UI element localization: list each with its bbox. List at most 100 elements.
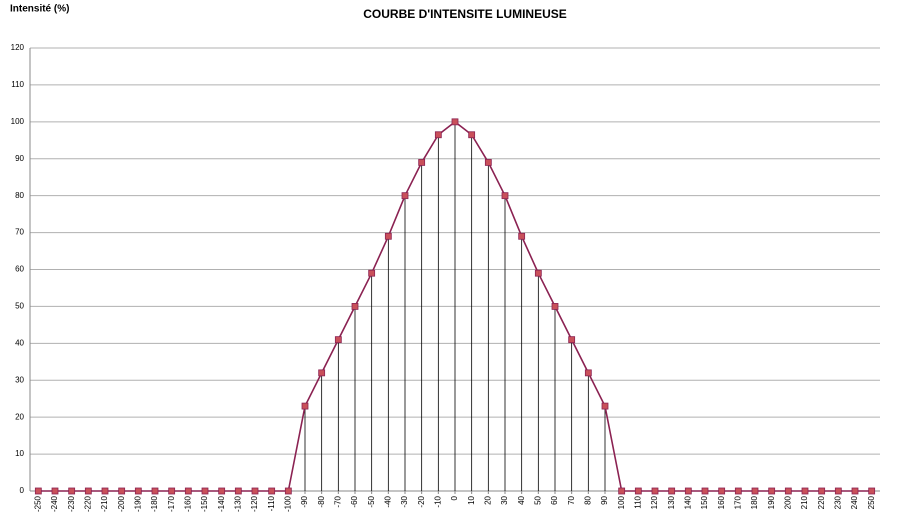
marker bbox=[418, 159, 426, 166]
marker bbox=[451, 118, 459, 126]
x-tick-label: 100 bbox=[617, 495, 626, 509]
x-tick-label: 250 bbox=[867, 495, 876, 509]
marker bbox=[51, 487, 59, 495]
x-tick-label: -40 bbox=[383, 495, 392, 507]
marker bbox=[551, 303, 559, 310]
marker bbox=[301, 402, 309, 410]
y-tick-label: 80 bbox=[15, 191, 24, 200]
marker bbox=[784, 487, 792, 495]
x-tick-label: 90 bbox=[600, 495, 609, 504]
x-tick-label: -170 bbox=[167, 495, 176, 512]
x-tick-label: -160 bbox=[183, 495, 192, 512]
marker bbox=[251, 487, 259, 495]
x-tick-label: -100 bbox=[283, 495, 292, 512]
marker bbox=[334, 336, 342, 344]
x-tick-label: 180 bbox=[750, 495, 759, 509]
marker bbox=[501, 192, 509, 200]
marker bbox=[668, 487, 676, 495]
marker bbox=[434, 131, 442, 139]
y-tick-label: 10 bbox=[15, 449, 24, 458]
x-tick-label: -20 bbox=[417, 495, 426, 507]
x-tick-label: -120 bbox=[250, 495, 259, 512]
y-tick-label: 30 bbox=[15, 375, 24, 384]
marker bbox=[351, 303, 359, 310]
x-tick-label: -220 bbox=[83, 495, 92, 512]
y-tick-label: 110 bbox=[11, 80, 24, 89]
marker bbox=[118, 487, 126, 495]
marker bbox=[484, 159, 492, 166]
y-tick-label: 40 bbox=[15, 338, 24, 347]
marker bbox=[684, 487, 692, 495]
marker bbox=[751, 487, 759, 495]
x-tick-label: 30 bbox=[500, 495, 509, 504]
marker bbox=[534, 269, 542, 277]
marker bbox=[151, 487, 159, 495]
marker bbox=[84, 487, 92, 495]
x-tick-label: 160 bbox=[717, 495, 726, 509]
x-tick-label: 130 bbox=[667, 495, 676, 509]
marker bbox=[718, 487, 726, 495]
x-tick-label: -30 bbox=[400, 495, 409, 507]
x-tick-label: -230 bbox=[67, 495, 76, 512]
y-tick-label: 100 bbox=[11, 117, 25, 126]
x-tick-label: 20 bbox=[483, 495, 492, 504]
marker bbox=[568, 336, 576, 344]
marker bbox=[584, 369, 592, 377]
x-tick-label: 80 bbox=[583, 495, 592, 504]
marker bbox=[201, 487, 209, 495]
x-tick-label: -180 bbox=[150, 495, 159, 512]
y-tick-label: 120 bbox=[11, 43, 25, 52]
x-tick-label: 220 bbox=[817, 495, 826, 509]
marker bbox=[518, 232, 526, 240]
x-tick-label: 70 bbox=[567, 495, 576, 504]
x-tick-label: 110 bbox=[633, 495, 642, 508]
marker bbox=[268, 487, 276, 495]
y-tick-label: 50 bbox=[15, 302, 24, 311]
marker bbox=[368, 269, 376, 277]
x-tick-label: 230 bbox=[833, 495, 842, 509]
y-tick-label: 0 bbox=[20, 486, 25, 495]
marker bbox=[801, 487, 809, 495]
x-tick-label: -10 bbox=[433, 495, 442, 507]
marker bbox=[218, 487, 226, 495]
x-tick-label: -190 bbox=[133, 495, 142, 512]
marker bbox=[634, 487, 642, 495]
marker bbox=[401, 192, 409, 200]
marker bbox=[34, 487, 42, 495]
x-tick-label: -140 bbox=[217, 495, 226, 512]
x-tick-label: 140 bbox=[683, 495, 692, 509]
marker bbox=[768, 487, 776, 495]
x-tick-label: -250 bbox=[33, 495, 42, 512]
x-tick-label: 50 bbox=[533, 495, 542, 504]
marker bbox=[318, 369, 326, 377]
x-tick-label: -110 bbox=[267, 495, 276, 511]
x-tick-label: 170 bbox=[733, 495, 742, 509]
x-tick-label: -80 bbox=[317, 495, 326, 507]
x-tick-label: -130 bbox=[233, 495, 242, 512]
marker bbox=[234, 487, 242, 495]
chart-title: COURBE D'INTENSITE LUMINEUSE bbox=[363, 7, 567, 21]
x-tick-label: 40 bbox=[517, 495, 526, 504]
marker bbox=[68, 487, 76, 495]
marker bbox=[384, 232, 392, 240]
x-tick-label: 60 bbox=[550, 495, 559, 504]
marker bbox=[818, 487, 826, 495]
y-axis-label: Intensité (%) bbox=[10, 4, 69, 15]
marker bbox=[651, 487, 659, 495]
marker bbox=[468, 131, 476, 139]
y-tick-label: 90 bbox=[15, 154, 24, 163]
marker bbox=[734, 487, 742, 495]
x-tick-label: -90 bbox=[300, 495, 309, 507]
marker bbox=[851, 487, 859, 495]
y-tick-label: 20 bbox=[15, 412, 24, 421]
x-tick-label: -210 bbox=[100, 495, 109, 512]
x-tick-label: -50 bbox=[367, 495, 376, 507]
x-tick-label: 200 bbox=[783, 495, 792, 509]
marker bbox=[284, 487, 292, 495]
x-tick-label: -240 bbox=[50, 495, 59, 512]
marker bbox=[184, 487, 192, 495]
x-tick-label: 240 bbox=[850, 495, 859, 509]
marker bbox=[134, 487, 142, 495]
